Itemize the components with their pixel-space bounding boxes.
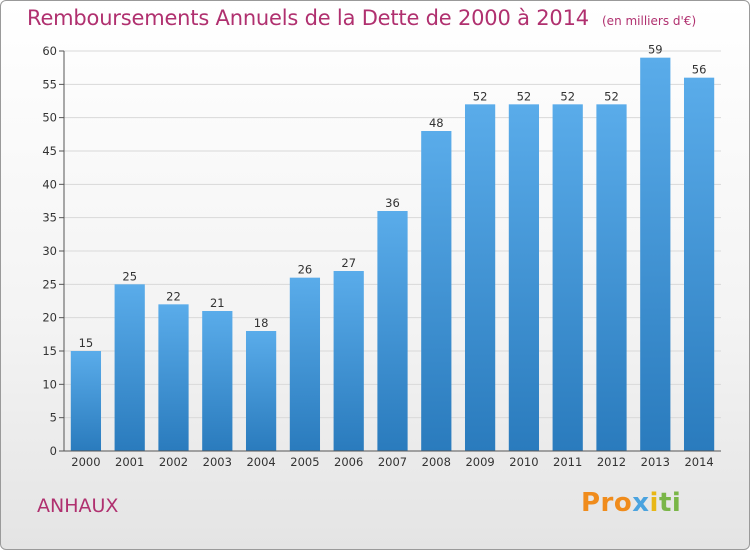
x-tick-label: 2009 — [465, 455, 494, 469]
x-tick-label: 2012 — [597, 455, 626, 469]
logo-part-1: Pro — [581, 488, 633, 518]
x-tick-label: 2000 — [71, 455, 100, 469]
logo-part-2: x — [632, 488, 650, 518]
data-label: 52 — [517, 89, 532, 103]
x-tick-label: 2013 — [641, 455, 670, 469]
y-tick-label: 40 — [42, 177, 57, 191]
data-label: 26 — [298, 263, 313, 277]
x-tick-label: 2007 — [378, 455, 407, 469]
y-tick-label: 10 — [42, 377, 57, 391]
x-tick-label: 2010 — [509, 455, 538, 469]
y-tick-label: 0 — [50, 444, 57, 458]
data-label: 15 — [79, 336, 94, 350]
data-label: 18 — [254, 316, 269, 330]
data-label: 59 — [648, 43, 663, 57]
x-tick-label: 2011 — [553, 455, 582, 469]
bar-2006[interactable] — [333, 271, 364, 451]
data-label: 21 — [210, 296, 225, 310]
bar-2008[interactable] — [421, 131, 452, 451]
data-label: 48 — [429, 116, 444, 130]
x-tick-label: 2005 — [290, 455, 319, 469]
y-tick-label: 45 — [42, 144, 57, 158]
label-layer: 2000 15 2001 25 2002 22 2003 21 2004 18 2005 26 2006… — [71, 43, 713, 469]
bar-2014[interactable] — [683, 77, 715, 452]
data-label: 27 — [341, 256, 356, 270]
data-label: 25 — [122, 269, 137, 283]
x-tick-label: 2008 — [422, 455, 451, 469]
y-tick-label: 5 — [50, 411, 57, 425]
x-tick-label: 2006 — [334, 455, 363, 469]
y-tick-label: 30 — [42, 244, 57, 258]
chart-unit: (en milliers d'€) — [602, 14, 697, 28]
x-tick-label: 2014 — [684, 455, 713, 469]
data-label: 36 — [385, 196, 400, 210]
x-tick-label: 2002 — [159, 455, 188, 469]
bar-2004[interactable] — [245, 331, 277, 451]
data-label: 52 — [604, 89, 619, 103]
data-label: 52 — [473, 89, 488, 103]
bar-2007[interactable] — [377, 211, 408, 451]
bar-2010[interactable] — [508, 104, 540, 451]
x-tick-label: 2004 — [246, 455, 275, 469]
bar-2013[interactable] — [640, 57, 671, 452]
y-tick-label: 20 — [42, 311, 57, 325]
x-tick-label: 2001 — [115, 455, 144, 469]
y-tick-label: 60 — [42, 44, 57, 58]
x-tick-label: 2003 — [203, 455, 232, 469]
bar-layer — [70, 57, 715, 452]
y-tick-label: 15 — [42, 344, 57, 358]
y-tick-label: 50 — [42, 111, 57, 125]
y-tick-label: 25 — [42, 277, 57, 291]
data-label: 56 — [692, 63, 707, 77]
bar-2002[interactable] — [158, 304, 189, 451]
y-tick-label: 55 — [42, 77, 57, 91]
bar-2000[interactable] — [70, 351, 102, 451]
proxiti-logo[interactable]: Proxiti — [581, 488, 681, 518]
data-label: 52 — [560, 89, 575, 103]
commune-name: ANHAUX — [37, 495, 119, 517]
chart-title-block: Remboursements Annuels de la Dette de 20… — [27, 6, 696, 30]
axis-layer: 0 5 10 15 20 25 30 35 40 45 50 55 60 — [42, 44, 721, 458]
logo-part-3: i — [649, 488, 659, 518]
bar-2003[interactable] — [202, 311, 233, 451]
logo-part-4: ti — [658, 488, 682, 518]
data-label: 22 — [166, 289, 181, 303]
chart-title: Remboursements Annuels de la Dette de 20… — [27, 6, 589, 30]
y-tick-label: 35 — [42, 211, 57, 225]
bar-2011[interactable] — [552, 104, 583, 451]
bar-2005[interactable] — [289, 277, 321, 451]
bar-2009[interactable] — [464, 104, 496, 451]
bar-2012[interactable] — [596, 104, 627, 451]
bar-2001[interactable] — [114, 284, 145, 451]
